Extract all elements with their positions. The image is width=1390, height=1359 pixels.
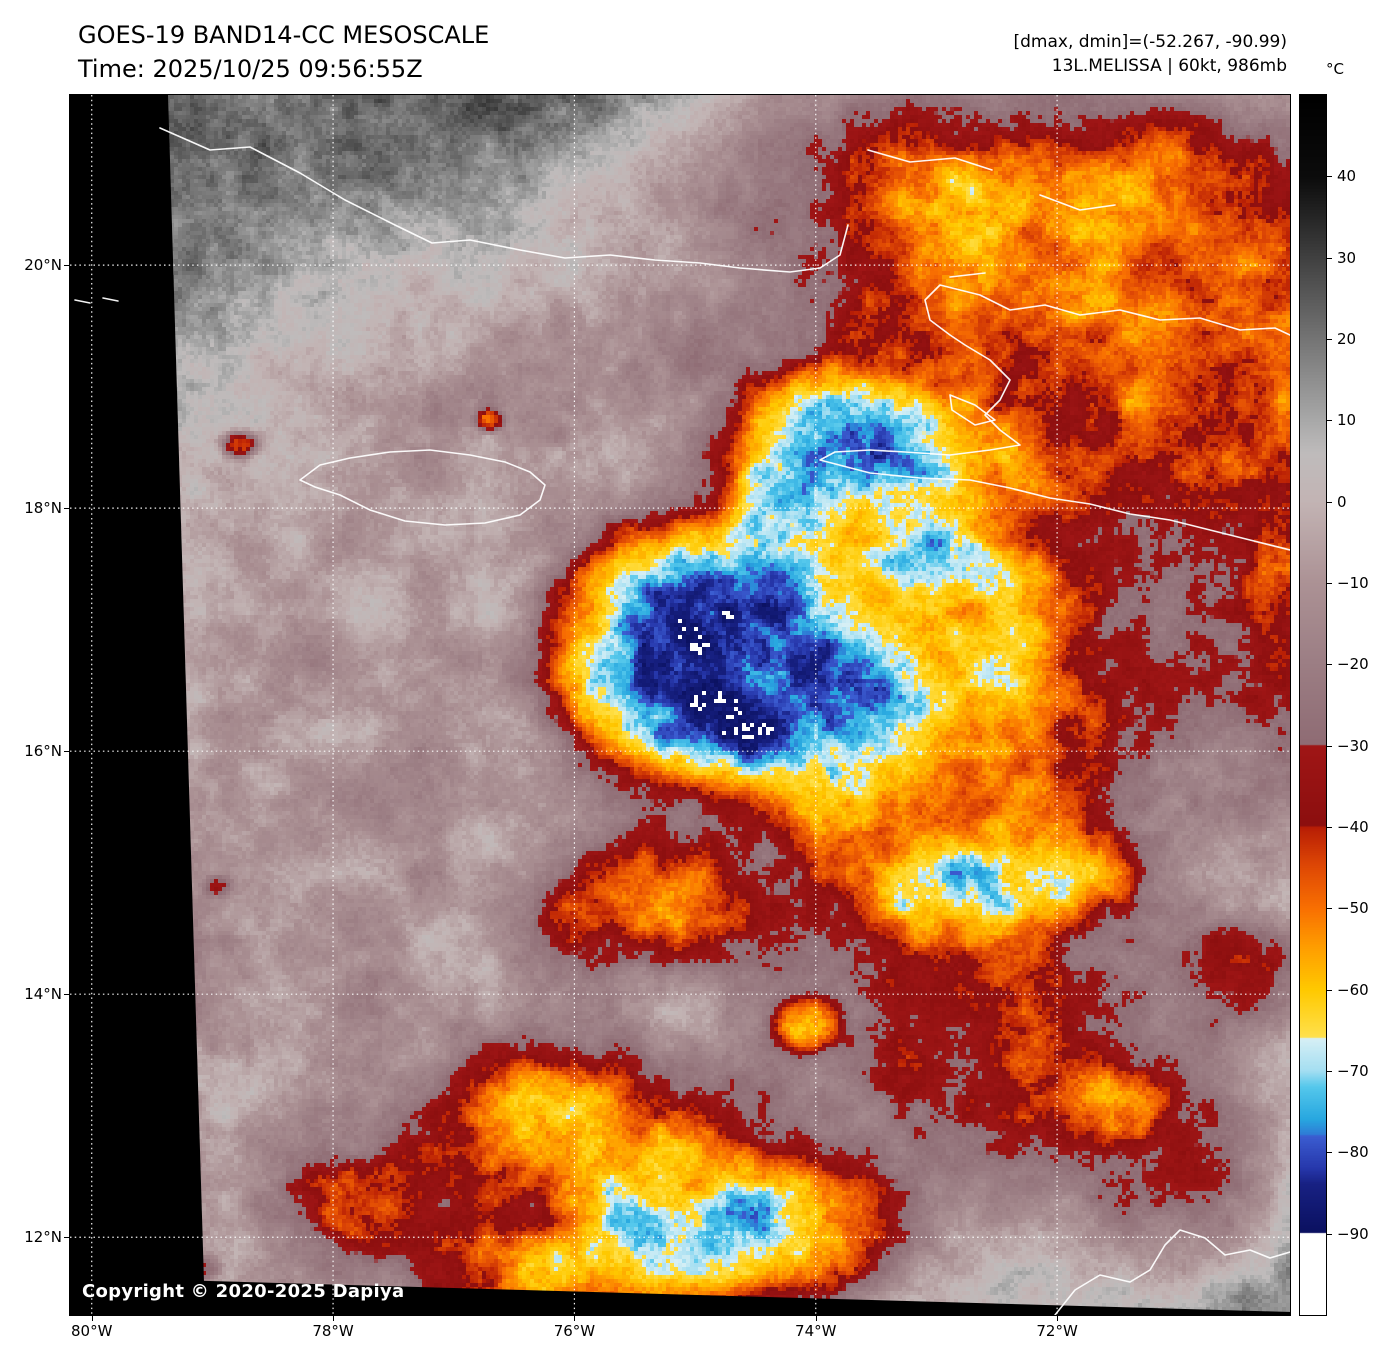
figure-title: GOES-19 BAND14-CC MESOSCALE bbox=[78, 21, 490, 49]
colorbar-tick-label: 30 bbox=[1337, 248, 1357, 267]
colorbar-tick-mark bbox=[1327, 1152, 1332, 1154]
lon-tick-mark bbox=[815, 1316, 817, 1321]
figure-header: GOES-19 BAND14-CC MESOSCALE Time: 2025/1… bbox=[78, 18, 489, 86]
lat-tick-label: 16°N bbox=[24, 742, 62, 761]
lat-tick-label: 18°N bbox=[24, 499, 62, 518]
lon-tick-mark bbox=[333, 1316, 335, 1321]
copyright-notice: Copyright © 2020-2025 Dapiya bbox=[82, 1281, 405, 1302]
lat-tick-label: 14°N bbox=[24, 985, 62, 1004]
lon-tick-mark bbox=[1057, 1316, 1059, 1321]
lon-tick-label: 78°W bbox=[312, 1322, 354, 1340]
satellite-map: Copyright © 2020-2025 Dapiya bbox=[69, 94, 1291, 1316]
lon-tick-mark bbox=[574, 1316, 576, 1321]
colorbar-tick-mark bbox=[1327, 989, 1332, 991]
header-info: [dmax, dmin]=(-52.267, -90.99) 13L.MELIS… bbox=[1014, 30, 1288, 78]
colorbar-tick-label: −70 bbox=[1337, 1062, 1369, 1080]
colorbar-tick-label: −50 bbox=[1337, 899, 1369, 918]
colorbar-tick-label: −30 bbox=[1337, 736, 1369, 755]
lon-tick-label: 74°W bbox=[795, 1322, 837, 1340]
colorbar-tick-label: −20 bbox=[1337, 655, 1369, 674]
colorbar-tick-mark bbox=[1327, 827, 1332, 828]
timestamp: Time: 2025/10/25 09:56:55Z bbox=[78, 55, 423, 83]
satellite-imagery-canvas bbox=[70, 95, 1290, 1315]
lat-tick-label: 12°N bbox=[24, 1228, 62, 1247]
colorbar-tick-label: 20 bbox=[1337, 330, 1357, 348]
colorbar-tick-label: −40 bbox=[1337, 818, 1369, 836]
lon-tick-mark bbox=[91, 1316, 93, 1321]
colorbar-unit-label: °C bbox=[1326, 60, 1344, 78]
colorbar-tick-mark bbox=[1327, 664, 1332, 666]
colorbar-tick-mark bbox=[1327, 257, 1332, 259]
colorbar-tick-mark bbox=[1327, 501, 1332, 503]
colorbar-tick-mark bbox=[1327, 339, 1332, 340]
colorbar-tick-mark bbox=[1327, 745, 1332, 747]
colorbar-tick-mark bbox=[1327, 583, 1332, 584]
colorbar bbox=[1299, 94, 1327, 1316]
lon-tick-label: 76°W bbox=[553, 1322, 596, 1340]
colorbar-tick-label: 0 bbox=[1337, 492, 1347, 511]
lon-tick-label: 80°W bbox=[71, 1322, 113, 1340]
colorbar-tick-label: −90 bbox=[1337, 1224, 1369, 1243]
colorbar-tick-mark bbox=[1327, 420, 1332, 422]
colorbar-tick-label: 40 bbox=[1337, 167, 1357, 186]
colorbar-tick-label: −80 bbox=[1337, 1143, 1369, 1162]
colorbar-tick-mark bbox=[1327, 1071, 1332, 1072]
lon-tick-label: 72°W bbox=[1036, 1322, 1078, 1340]
colorbar-tick-mark bbox=[1327, 908, 1332, 910]
lat-tick-label: 20°N bbox=[24, 256, 62, 275]
data-range-text: [dmax, dmin]=(-52.267, -90.99) bbox=[1013, 32, 1288, 52]
colorbar-tick-label: −10 bbox=[1337, 574, 1369, 592]
colorbar-tick-mark bbox=[1327, 176, 1332, 178]
colorbar-tick-label: −60 bbox=[1337, 980, 1369, 999]
colorbar-tick-label: 10 bbox=[1337, 411, 1357, 430]
storm-info-text: 13L.MELISSA | 60kt, 986mb bbox=[1051, 56, 1287, 76]
colorbar-tick-mark bbox=[1327, 1233, 1332, 1235]
